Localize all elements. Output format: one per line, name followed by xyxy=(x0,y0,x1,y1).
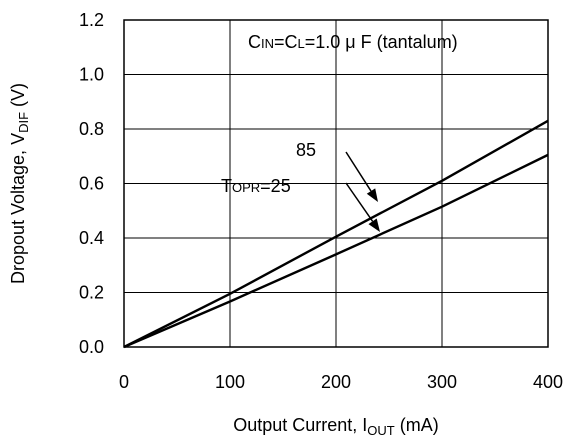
arrow-25 xyxy=(345,182,374,222)
y-tick-label: 0.6 xyxy=(79,174,104,194)
x-tick-label: 200 xyxy=(321,372,351,392)
y-tick-label: 1.2 xyxy=(79,10,104,30)
arrow-85-head xyxy=(366,188,378,202)
series-line-2 xyxy=(123,153,549,349)
y-tick-label: 1.0 xyxy=(79,65,104,85)
x-axis-title: Output Current, IOUT (mA) xyxy=(233,415,439,438)
temp-25-label: TOPR=25 xyxy=(221,176,291,196)
x-tick-label: 100 xyxy=(215,372,245,392)
series-line-1 xyxy=(123,119,549,349)
x-tick-label: 400 xyxy=(533,372,563,392)
condition-annotation: CIN=CL=1.0 μ F (tantalum) xyxy=(248,32,458,52)
y-tick-label: 0.4 xyxy=(79,228,104,248)
arrow-85 xyxy=(345,151,372,192)
y-tick-label: 0.8 xyxy=(79,119,104,139)
temp-85-label: 85 xyxy=(296,140,316,160)
x-tick-label: 0 xyxy=(119,372,129,392)
series-layer xyxy=(123,119,549,349)
y-tick-label: 0.2 xyxy=(79,283,104,303)
y-tick-label: 0.0 xyxy=(79,337,104,357)
y-axis-title: Dropout Voltage, VDIF (V) xyxy=(8,83,31,284)
arrow-25-head xyxy=(368,218,380,232)
tick-labels: 0 100 200 300 400 0.0 0.2 0.4 0.6 0.8 1.0 1.2 xyxy=(79,10,563,392)
plot-frame xyxy=(123,19,549,348)
grid-lines xyxy=(124,20,548,347)
x-tick-label: 300 xyxy=(427,372,457,392)
